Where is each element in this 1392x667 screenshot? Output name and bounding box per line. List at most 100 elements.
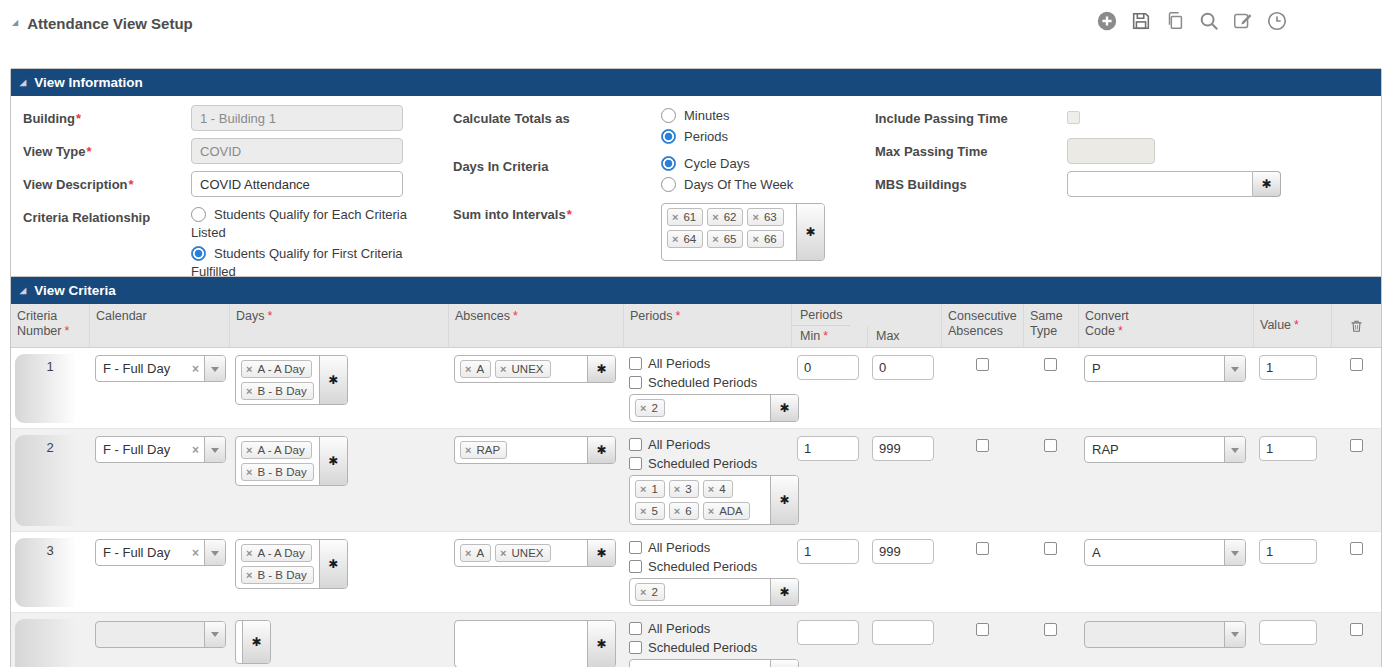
periods-multiselect[interactable]: ×1×3×4×5×6×ADA ✱ xyxy=(629,475,799,525)
days-multiselect[interactable]: ×A - A Day×B - B Day ✱ xyxy=(235,436,348,486)
remove-tag-icon[interactable]: × xyxy=(500,548,506,559)
remove-tag-icon[interactable]: × xyxy=(246,386,252,397)
chevron-down-icon[interactable] xyxy=(1224,622,1245,647)
scheduled-periods-option[interactable]: Scheduled Periods xyxy=(629,559,785,574)
consecutive-absences-checkbox[interactable] xyxy=(976,439,989,452)
absences-multiselect[interactable]: ✱ xyxy=(454,620,616,667)
remove-tag-icon[interactable]: × xyxy=(640,587,646,598)
remove-tag-icon[interactable]: × xyxy=(246,445,252,456)
convert-code-select[interactable] xyxy=(1084,621,1246,648)
asterisk-picker-button[interactable]: ✱ xyxy=(587,356,615,382)
add-icon[interactable] xyxy=(1096,10,1118,32)
calendar-select[interactable]: F - Full Day × xyxy=(95,436,226,463)
clear-selection-icon[interactable]: × xyxy=(187,546,204,560)
radio-icon[interactable] xyxy=(661,129,676,144)
radio-each-criteria[interactable]: Students Qualify for Each Criteria Liste… xyxy=(191,206,436,242)
asterisk-picker-button[interactable]: ✱ xyxy=(770,579,798,605)
remove-tag-icon[interactable]: × xyxy=(640,506,646,517)
scheduled-periods-checkbox[interactable] xyxy=(629,457,642,470)
radio-icon[interactable] xyxy=(661,108,676,123)
scheduled-periods-option[interactable]: Scheduled Periods xyxy=(629,456,785,471)
remove-tag-icon[interactable]: × xyxy=(465,548,471,559)
asterisk-picker-button[interactable]: ✱ xyxy=(319,356,347,404)
clear-selection-icon[interactable]: × xyxy=(187,443,204,457)
scheduled-periods-option[interactable]: Scheduled Periods xyxy=(629,375,785,390)
scheduled-periods-checkbox[interactable] xyxy=(629,376,642,389)
same-type-checkbox[interactable] xyxy=(1044,542,1057,555)
value-field[interactable] xyxy=(1259,620,1317,645)
all-periods-option[interactable]: All Periods xyxy=(629,621,785,636)
view-information-header[interactable]: ◢ View Information xyxy=(11,69,1381,96)
asterisk-picker-button[interactable]: ✱ xyxy=(587,621,615,667)
same-type-checkbox[interactable] xyxy=(1044,623,1057,636)
remove-tag-icon[interactable]: × xyxy=(246,548,252,559)
min-field[interactable] xyxy=(797,355,859,380)
asterisk-picker-button[interactable]: ✱ xyxy=(319,540,347,588)
max-field[interactable] xyxy=(872,620,934,645)
convert-code-select[interactable]: P xyxy=(1084,355,1246,382)
remove-tag-icon[interactable]: × xyxy=(752,212,758,223)
clear-selection-icon[interactable]: × xyxy=(187,362,204,376)
asterisk-picker-button[interactable]: ✱ xyxy=(770,660,798,667)
radio-icon[interactable] xyxy=(191,246,206,261)
delete-row-checkbox[interactable] xyxy=(1350,358,1363,371)
value-field[interactable] xyxy=(1259,539,1317,564)
asterisk-picker-button[interactable]: ✱ xyxy=(770,476,798,524)
remove-tag-icon[interactable]: × xyxy=(465,445,471,456)
asterisk-picker-button[interactable]: ✱ xyxy=(770,395,798,421)
delete-row-checkbox[interactable] xyxy=(1350,623,1363,636)
max-field[interactable] xyxy=(872,436,934,461)
radio-periods[interactable]: Periods xyxy=(661,128,730,146)
history-icon[interactable] xyxy=(1266,10,1288,32)
collapse-triangle-icon[interactable]: ◢ xyxy=(12,19,18,27)
convert-code-select[interactable]: A xyxy=(1084,539,1246,566)
remove-tag-icon[interactable]: × xyxy=(672,234,678,245)
chevron-down-icon[interactable] xyxy=(1224,540,1245,565)
calendar-select[interactable]: F - Full Day × xyxy=(95,539,226,566)
radio-days-of-week[interactable]: Days Of The Week xyxy=(661,176,793,194)
asterisk-picker-button[interactable]: ✱ xyxy=(1253,171,1281,197)
chevron-down-icon[interactable] xyxy=(204,540,225,565)
all-periods-option[interactable]: All Periods xyxy=(629,356,785,371)
remove-tag-icon[interactable]: × xyxy=(708,506,714,517)
remove-tag-icon[interactable]: × xyxy=(712,234,718,245)
remove-tag-icon[interactable]: × xyxy=(500,364,506,375)
days-multiselect[interactable]: ×A - A Day×B - B Day ✱ xyxy=(235,355,348,405)
remove-tag-icon[interactable]: × xyxy=(712,212,718,223)
radio-icon[interactable] xyxy=(661,177,676,192)
all-periods-option[interactable]: All Periods xyxy=(629,540,785,555)
min-field[interactable] xyxy=(797,436,859,461)
min-field[interactable] xyxy=(797,620,859,645)
all-periods-option[interactable]: All Periods xyxy=(629,437,785,452)
scheduled-periods-checkbox[interactable] xyxy=(629,560,642,573)
periods-multiselect[interactable]: ×2 ✱ xyxy=(629,578,799,606)
all-periods-checkbox[interactable] xyxy=(629,438,642,451)
absences-multiselect[interactable]: ×A×UNEX ✱ xyxy=(454,539,616,567)
remove-tag-icon[interactable]: × xyxy=(465,364,471,375)
radio-icon[interactable] xyxy=(661,156,676,171)
scheduled-periods-option[interactable]: Scheduled Periods xyxy=(629,640,785,655)
consecutive-absences-checkbox[interactable] xyxy=(976,623,989,636)
all-periods-checkbox[interactable] xyxy=(629,357,642,370)
radio-icon[interactable] xyxy=(191,207,206,222)
search-icon[interactable] xyxy=(1198,10,1220,32)
all-periods-checkbox[interactable] xyxy=(629,541,642,554)
remove-tag-icon[interactable]: × xyxy=(674,484,680,495)
days-multiselect[interactable]: ×A - A Day×B - B Day ✱ xyxy=(235,539,348,589)
asterisk-picker-button[interactable]: ✱ xyxy=(796,204,824,260)
absences-multiselect[interactable]: ×RAP ✱ xyxy=(454,436,616,464)
scheduled-periods-checkbox[interactable] xyxy=(629,641,642,654)
remove-tag-icon[interactable]: × xyxy=(246,570,252,581)
radio-cycle-days[interactable]: Cycle Days xyxy=(661,155,793,173)
remove-tag-icon[interactable]: × xyxy=(640,403,646,414)
value-field[interactable] xyxy=(1259,355,1317,380)
consecutive-absences-checkbox[interactable] xyxy=(976,542,989,555)
delete-row-checkbox[interactable] xyxy=(1350,542,1363,555)
same-type-checkbox[interactable] xyxy=(1044,358,1057,371)
same-type-checkbox[interactable] xyxy=(1044,439,1057,452)
calendar-select[interactable]: × xyxy=(95,621,226,648)
mbs-buildings-field[interactable] xyxy=(1067,171,1253,197)
remove-tag-icon[interactable]: × xyxy=(246,364,252,375)
periods-multiselect[interactable]: ✱ xyxy=(629,659,799,667)
min-field[interactable] xyxy=(797,539,859,564)
